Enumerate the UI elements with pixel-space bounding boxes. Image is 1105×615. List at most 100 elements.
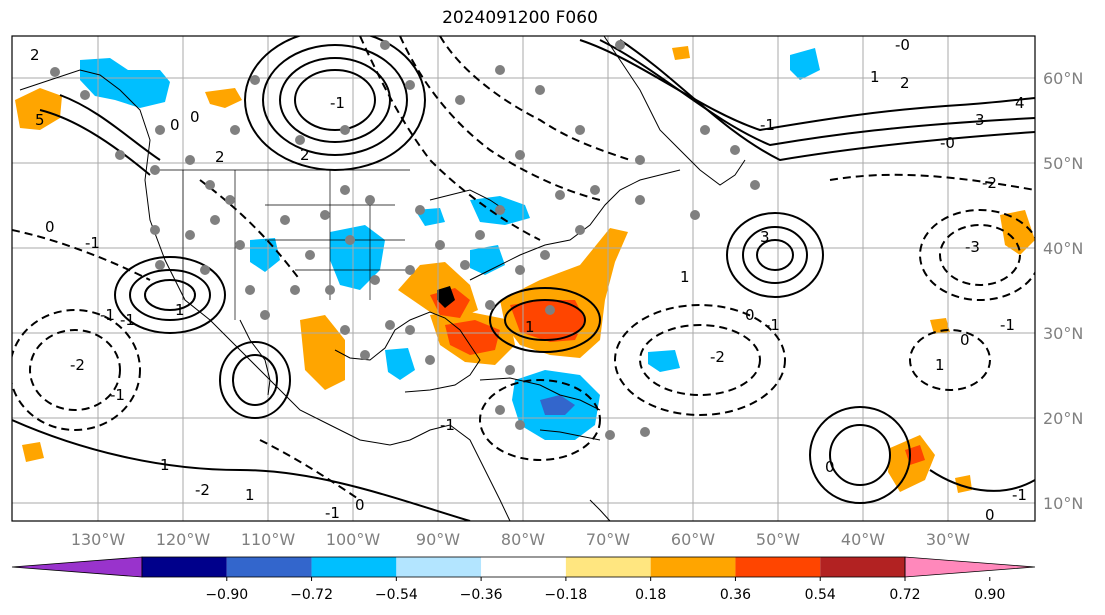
- lon-label: 120°W: [156, 530, 211, 549]
- contour-label: 1: [160, 456, 170, 474]
- colorbar-tick-label: −0.72: [290, 587, 333, 603]
- colorbar-tick-label: 0.36: [720, 587, 751, 603]
- lon-label: 100°W: [326, 530, 381, 549]
- colorbar-segment: [565, 557, 651, 577]
- dashed-contour-lines: [12, 36, 1035, 501]
- contour-label: 2: [30, 46, 40, 64]
- lon-label: 70°W: [586, 530, 630, 549]
- contour-label: -1: [120, 311, 135, 329]
- contour-label: -1: [1012, 486, 1027, 504]
- colorbar-segment: [311, 557, 397, 577]
- cyan-region: [330, 225, 385, 290]
- stipple-dots: [50, 40, 760, 440]
- orange-region: [672, 46, 690, 60]
- colorbar-segment: [820, 557, 905, 577]
- latitude-labels: 60°N 50°N 40°N 30°N 20°N 10°N: [1043, 69, 1083, 513]
- contour-label: 0: [985, 506, 995, 524]
- longitude-labels: 130°W 120°W 110°W 100°W 90°W 80°W 70°W 6…: [71, 530, 970, 549]
- cyan-region: [790, 48, 820, 80]
- contour-label: -0: [940, 134, 955, 152]
- contour-lines: [12, 36, 1035, 521]
- colorbar-segment: [650, 557, 736, 577]
- contour-label: -1: [100, 306, 115, 324]
- map-title: 2024091200 F060: [442, 8, 598, 28]
- colorbar-segment: [735, 557, 821, 577]
- contour-label: 0: [825, 458, 835, 476]
- map-frame: [11, 35, 1036, 522]
- contour-label: -1: [325, 504, 340, 522]
- cyan-region: [80, 58, 170, 108]
- contour-label: -1: [1000, 316, 1015, 334]
- contour-label: -2: [982, 174, 997, 192]
- contour-label: 1: [935, 356, 945, 374]
- orange-region: [300, 315, 345, 390]
- colorbar-segment: [481, 557, 566, 577]
- contour-label: 2: [300, 146, 310, 164]
- contour-label: 1: [680, 268, 690, 286]
- lon-label: 90°W: [416, 530, 460, 549]
- colorbar-segment: [142, 557, 227, 577]
- contour-label: 1: [245, 486, 255, 504]
- colorbar: −0.90 −0.72 −0.54 −0.36 −0.18 0.18 0.36 0.54 0.7…: [11, 556, 1036, 603]
- orange-region: [1000, 210, 1035, 255]
- cyan-region: [385, 348, 415, 380]
- colorbar-tick-label: 0.72: [889, 587, 920, 603]
- contour-label: 1: [175, 301, 185, 319]
- lat-label: 30°N: [1043, 324, 1083, 343]
- contour-labels: 2 0 5 -1 -0 1 -2 0 2 3 4 2 3 -0 0 1 -1 0…: [30, 36, 1027, 524]
- orange-region: [955, 475, 972, 493]
- contour-label: 0: [745, 306, 755, 324]
- colorbar-tick-label: 0.18: [635, 587, 666, 603]
- lon-label: 110°W: [241, 530, 296, 549]
- contour-label: 4: [1015, 94, 1025, 112]
- contour-label: -2: [195, 481, 210, 499]
- lon-label: 50°W: [756, 530, 800, 549]
- cyan-region: [470, 245, 505, 275]
- lat-label: 10°N: [1043, 494, 1083, 513]
- contour-label: -1: [765, 316, 780, 334]
- contour-label: -3: [965, 238, 980, 256]
- orange-region: [205, 88, 242, 108]
- lon-label: 80°W: [501, 530, 545, 549]
- colorbar-segment: [226, 557, 312, 577]
- contour-label: 2: [215, 148, 225, 166]
- contour-label: -2: [70, 356, 85, 374]
- contour-label: 1: [525, 318, 535, 336]
- contour-label: 0: [960, 331, 970, 349]
- contour-label: -1: [760, 116, 775, 134]
- black-region: [437, 286, 455, 308]
- shaded-anomaly-regions: [15, 46, 1035, 493]
- contour-label: 5: [35, 111, 45, 129]
- colorbar-tick-label: 0.90: [974, 587, 1005, 603]
- colorbar-tick-label: −0.54: [375, 587, 418, 603]
- lon-label: 40°W: [841, 530, 885, 549]
- colorbar-tick-label: −0.90: [205, 587, 248, 603]
- contour-label: 0: [170, 116, 180, 134]
- colorbar-outline: [141, 556, 906, 578]
- colorbar-segment: [396, 557, 482, 577]
- contour-label: 2: [900, 74, 910, 92]
- lon-label: 60°W: [671, 530, 715, 549]
- contour-label: 0: [190, 108, 200, 126]
- colorbar-tick-label: −0.36: [460, 587, 503, 603]
- blue-region: [540, 395, 575, 415]
- contour-label: -2: [710, 348, 725, 366]
- red-region: [510, 300, 585, 342]
- coastlines: [19, 36, 746, 521]
- colorbar-segment: [904, 556, 1036, 578]
- lon-label: 130°W: [71, 530, 126, 549]
- contour-label: 0: [355, 496, 365, 514]
- lat-label: 20°N: [1043, 409, 1083, 428]
- contour-label: 0: [45, 218, 55, 236]
- lat-label: 60°N: [1043, 69, 1083, 88]
- contour-label: -1: [85, 234, 100, 252]
- lat-label: 50°N: [1043, 154, 1083, 173]
- contour-label: -1: [330, 94, 345, 112]
- contour-label: 3: [760, 228, 770, 246]
- cyan-region: [648, 350, 680, 372]
- contour-label: -1: [110, 386, 125, 404]
- colorbar-tick-label: 0.54: [805, 587, 836, 603]
- contour-label: 3: [975, 111, 985, 129]
- colorbar-segment: [11, 556, 143, 578]
